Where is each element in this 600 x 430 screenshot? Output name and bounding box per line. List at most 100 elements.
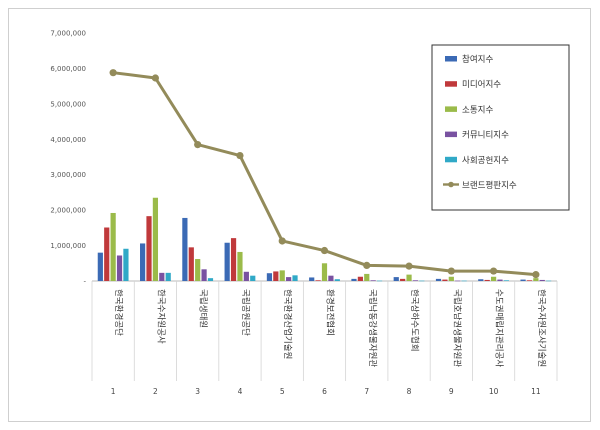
- bar-3-4: [237, 251, 243, 281]
- bar-4-2: [159, 272, 165, 281]
- bar-1-10: [478, 279, 484, 281]
- bar-1-3: [182, 217, 188, 281]
- y-tick-label: -: [83, 278, 86, 286]
- brand-index-point-1: [109, 69, 117, 77]
- category-index: 10: [489, 387, 499, 396]
- y-tick-label: 4,000,000: [50, 136, 86, 144]
- bar-3-6: [321, 263, 328, 281]
- bar-4-4: [243, 271, 249, 281]
- legend-label: 브랜드평판지수: [462, 180, 517, 191]
- legend-label: 미디어지수: [462, 79, 501, 90]
- bar-5-9: [461, 280, 467, 282]
- bar-2-9: [442, 279, 448, 281]
- category-label: 한국수자원조사기술원: [536, 289, 546, 367]
- category-label: 한국환경산업기술원: [282, 289, 293, 359]
- category-index: 9: [449, 387, 454, 396]
- category-index: 6: [322, 387, 327, 396]
- bar-1-11: [520, 279, 526, 281]
- bar-1-6: [309, 277, 315, 281]
- bar-4-3: [201, 269, 207, 281]
- brand-index-point-2: [151, 74, 160, 82]
- category-index: 3: [195, 387, 200, 396]
- category-index: 11: [531, 387, 541, 396]
- category-label: 한국수자원공사: [155, 289, 165, 344]
- y-tick-label: 5,000,000: [50, 100, 86, 108]
- bar-4-6: [328, 275, 334, 281]
- bar-4-1: [116, 255, 123, 281]
- legend-box: [431, 44, 570, 211]
- category-label: 국립생태원: [198, 289, 209, 328]
- category-label: 한국상하수도협회: [409, 289, 420, 352]
- bar-2-7: [357, 276, 363, 281]
- category-index: 4: [238, 387, 243, 396]
- category-label: 국립공원공단: [240, 289, 251, 336]
- brand-index-point-10: [489, 267, 498, 275]
- bar-3-3: [195, 259, 201, 281]
- bar-5-6: [334, 279, 340, 281]
- bar-5-10: [503, 280, 509, 281]
- y-tick-label: 3,000,000: [50, 171, 86, 179]
- brand-index-point-11: [532, 271, 540, 279]
- bar-1-7: [351, 278, 357, 281]
- brand-index-point-4: [236, 151, 244, 160]
- bar-5-5: [292, 275, 298, 281]
- bar-2-11: [526, 280, 533, 281]
- bars: [97, 197, 552, 282]
- bar-2-1: [104, 227, 110, 281]
- bar-1-1: [97, 252, 103, 281]
- bar-2-2: [146, 216, 152, 281]
- brand-index-point-3: [194, 141, 202, 149]
- legend-swatch-1: [445, 56, 457, 62]
- legend-swatch-3: [445, 106, 457, 112]
- bar-4-8: [412, 280, 419, 281]
- bar-2-6: [315, 280, 321, 281]
- bar-5-7: [376, 280, 383, 282]
- brand-index-point-7: [363, 261, 371, 270]
- bar-1-8: [393, 277, 399, 281]
- category-label: 국립낙동강생물자원관: [367, 289, 378, 367]
- bar-2-3: [188, 247, 194, 281]
- bar-3-11: [533, 278, 539, 281]
- legend-swatch-2: [445, 81, 457, 87]
- bar-2-10: [484, 279, 490, 281]
- bar-5-4: [250, 275, 256, 281]
- category-label: 국립호남권생물자원관: [451, 289, 462, 367]
- y-tick-label: 6,000,000: [50, 65, 86, 73]
- bar-3-2: [152, 197, 159, 281]
- brand-index-point-5: [278, 237, 286, 245]
- brand-index-point-6: [320, 246, 329, 255]
- bar-3-7: [364, 273, 370, 281]
- category-index: 7: [364, 387, 369, 396]
- category-label: 한국환경공단: [113, 289, 124, 336]
- legend-label: 소통지수: [462, 105, 493, 115]
- bar-4-10: [497, 279, 503, 281]
- chart-svg: - 1,000,000 2,000,000 3,000,000 4,000,000 5,0…: [50, 30, 570, 396]
- bar-3-8: [406, 274, 412, 281]
- brand-index-point-9: [447, 267, 455, 275]
- category-index: 8: [407, 387, 412, 396]
- category-label: 수도권매립지관리공사: [494, 289, 505, 367]
- y-tick-label: 1,000,000: [50, 242, 86, 250]
- legend-label: 커뮤니티지수: [462, 130, 509, 141]
- y-tick-label: 7,000,000: [50, 30, 86, 38]
- bar-5-1: [123, 248, 129, 281]
- bar-4-11: [539, 279, 545, 281]
- bar-5-8: [419, 280, 425, 282]
- bar-2-5: [273, 271, 279, 281]
- legend-line-marker: [448, 181, 454, 188]
- bar-4-9: [455, 280, 461, 282]
- bar-3-10: [490, 276, 497, 281]
- legend-label: 참여지수: [462, 54, 493, 65]
- bar-4-7: [370, 280, 376, 281]
- chart-frame: - 1,000,000 2,000,000 3,000,000 4,000,000 5,0…: [8, 8, 591, 422]
- category-index: 1: [111, 387, 116, 396]
- bar-1-2: [140, 243, 146, 281]
- bar-3-9: [448, 276, 454, 281]
- brand-index-line: [109, 69, 540, 279]
- brand-index-point-8: [405, 262, 413, 270]
- bar-1-9: [435, 278, 442, 281]
- bar-4-5: [286, 277, 292, 281]
- legend-label: 사회공헌지수: [462, 156, 509, 166]
- x-axis: 한국환경공단 1 한국수자원공사 2 국립생태원 3 국립공원공단 4 한국환경산업기술원 5 환경…: [91, 281, 558, 396]
